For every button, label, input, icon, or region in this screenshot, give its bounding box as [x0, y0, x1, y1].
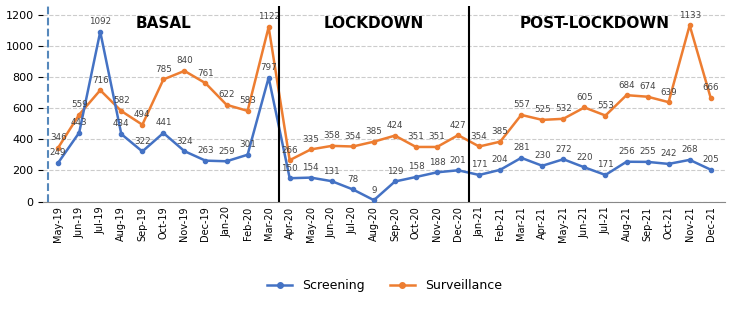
Text: 281: 281 — [513, 143, 529, 152]
Text: 797: 797 — [260, 63, 277, 72]
Text: 553: 553 — [597, 101, 614, 110]
Text: 259: 259 — [219, 147, 235, 156]
Text: 622: 622 — [219, 90, 235, 99]
Text: 583: 583 — [239, 96, 256, 105]
Text: 525: 525 — [534, 105, 550, 114]
Text: 582: 582 — [113, 96, 129, 106]
Text: 494: 494 — [134, 110, 151, 119]
Legend: Screening, Surveillance: Screening, Surveillance — [262, 274, 507, 297]
Text: 354: 354 — [344, 132, 361, 141]
Text: 266: 266 — [281, 146, 298, 155]
Text: 171: 171 — [471, 160, 488, 170]
Text: 532: 532 — [555, 104, 572, 113]
Text: 171: 171 — [597, 160, 614, 170]
Text: 559: 559 — [71, 100, 88, 109]
Text: 204: 204 — [492, 155, 509, 164]
Text: 666: 666 — [702, 83, 719, 92]
Text: 205: 205 — [702, 155, 719, 164]
Text: 131: 131 — [324, 166, 340, 176]
Text: 301: 301 — [239, 140, 256, 149]
Text: 9: 9 — [371, 186, 376, 195]
Text: LOCKDOWN: LOCKDOWN — [324, 16, 424, 31]
Text: 201: 201 — [450, 156, 466, 165]
Text: 434: 434 — [113, 120, 129, 129]
Text: 385: 385 — [366, 127, 382, 136]
Text: 242: 242 — [660, 149, 677, 158]
Text: 716: 716 — [92, 76, 108, 85]
Text: 639: 639 — [660, 87, 677, 96]
Text: 354: 354 — [471, 132, 488, 141]
Text: 443: 443 — [71, 118, 88, 127]
Text: 188: 188 — [428, 158, 445, 167]
Text: 1092: 1092 — [89, 17, 111, 26]
Text: 358: 358 — [323, 131, 340, 140]
Text: 324: 324 — [176, 137, 193, 146]
Text: 129: 129 — [387, 167, 404, 176]
Text: 1133: 1133 — [678, 11, 701, 20]
Text: 351: 351 — [428, 132, 445, 141]
Text: 322: 322 — [134, 137, 151, 146]
Text: POST-LOCKDOWN: POST-LOCKDOWN — [520, 16, 670, 31]
Text: 220: 220 — [576, 153, 593, 162]
Text: 78: 78 — [347, 175, 358, 184]
Text: 272: 272 — [555, 145, 572, 154]
Text: 230: 230 — [534, 151, 550, 160]
Text: 249: 249 — [50, 148, 67, 157]
Text: 424: 424 — [387, 121, 404, 130]
Text: 674: 674 — [639, 82, 656, 91]
Text: 761: 761 — [197, 69, 213, 78]
Text: 840: 840 — [176, 56, 193, 65]
Text: 1122: 1122 — [257, 12, 280, 21]
Text: 385: 385 — [492, 127, 509, 136]
Text: 150: 150 — [281, 164, 298, 173]
Text: 351: 351 — [408, 132, 425, 141]
Text: 263: 263 — [197, 146, 213, 155]
Text: 154: 154 — [303, 163, 319, 172]
Text: 557: 557 — [513, 100, 530, 109]
Text: 335: 335 — [303, 135, 319, 144]
Text: 605: 605 — [576, 93, 593, 102]
Text: BASAL: BASAL — [135, 16, 192, 31]
Text: 158: 158 — [408, 162, 425, 172]
Text: 785: 785 — [155, 65, 172, 74]
Text: 684: 684 — [618, 81, 635, 89]
Text: 256: 256 — [618, 147, 635, 156]
Text: 427: 427 — [450, 121, 466, 130]
Text: 441: 441 — [155, 118, 172, 127]
Text: 255: 255 — [639, 147, 656, 156]
Text: 346: 346 — [50, 133, 67, 142]
Text: 268: 268 — [681, 145, 698, 154]
